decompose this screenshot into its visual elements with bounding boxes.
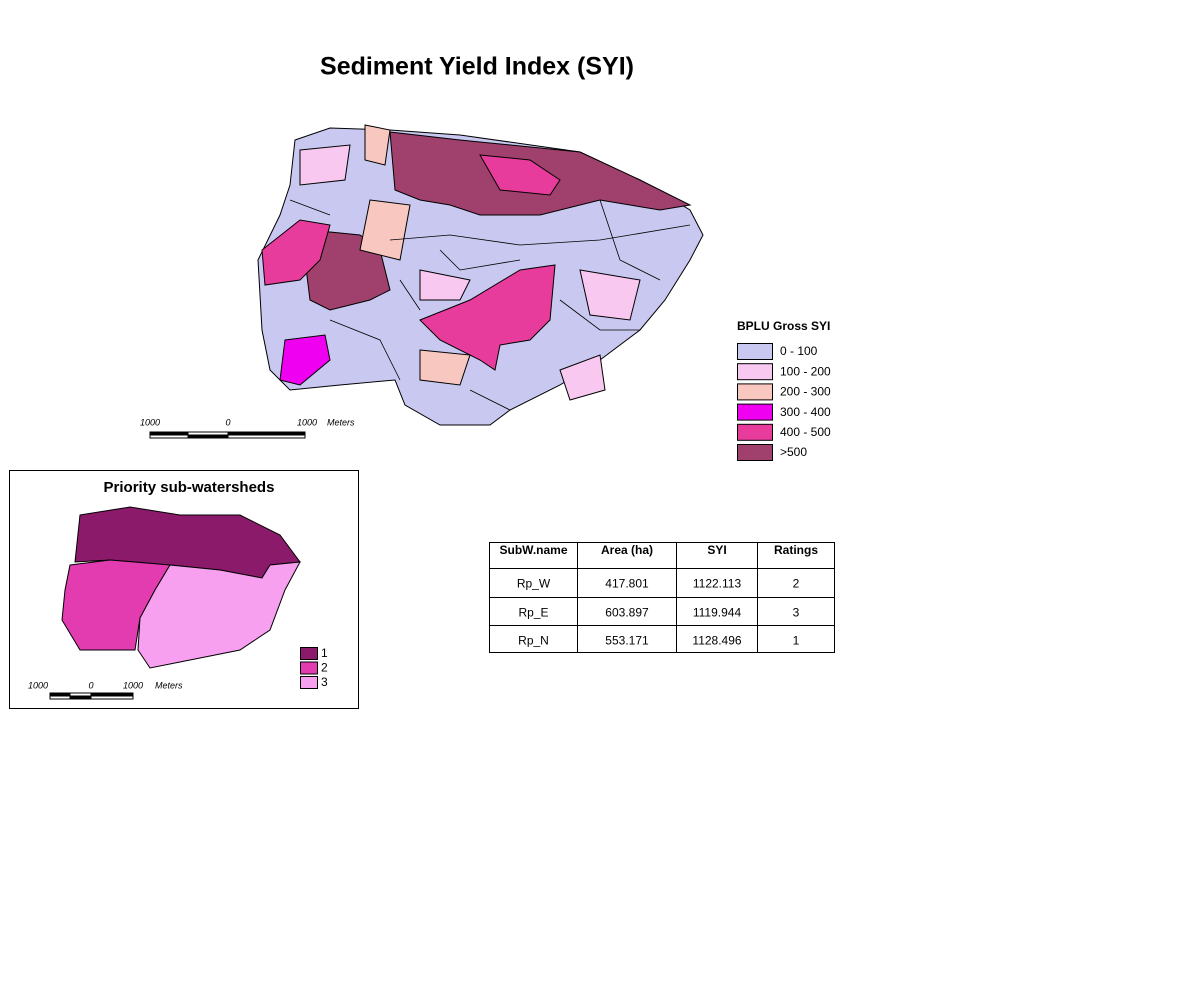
- scale-label: 1000: [123, 680, 143, 690]
- table-cell: 417.801: [605, 577, 649, 591]
- table-cell: 1122.113: [693, 577, 742, 591]
- table-header: Ratings: [774, 543, 818, 557]
- legend-label: 100 - 200: [780, 364, 831, 378]
- patch: [479, 154, 561, 196]
- legend-label: 300 - 400: [780, 405, 831, 419]
- scale-unit: Meters: [327, 417, 355, 427]
- patch: [559, 354, 606, 401]
- legend-swatch: [737, 403, 773, 421]
- table: SubW.name Area (ha) SYI Ratings Rp_W 417.801 1…: [489, 542, 835, 653]
- legend-swatch: [300, 647, 318, 660]
- patch: [279, 334, 331, 386]
- table-cell: 1: [793, 634, 800, 648]
- legend-swatch: [300, 676, 318, 689]
- patch: [364, 124, 391, 166]
- legend-label: 3: [321, 675, 328, 689]
- legend-label: 2: [321, 661, 328, 675]
- legend-swatch: [300, 661, 318, 675]
- table-cell: 1128.496: [692, 634, 741, 648]
- table-cell: 3: [793, 606, 800, 620]
- patch: [419, 269, 471, 301]
- table-header: SubW.name: [499, 543, 567, 557]
- legend-swatch: [737, 363, 773, 381]
- table-cell: 553.171: [605, 634, 649, 648]
- title: Sediment Yield Index (SYI): [320, 53, 634, 81]
- table-cell: Rp_W: [517, 577, 551, 591]
- scale-label: 1000: [140, 417, 160, 427]
- legend-label: 1: [321, 646, 328, 660]
- boundary-lines: [289, 199, 691, 411]
- main-map: 1000 0 1000 Meters: [140, 124, 704, 439]
- legend-label: 400 - 500: [780, 425, 831, 439]
- scale-label: 1000: [28, 680, 48, 690]
- table-cell: Rp_E: [518, 606, 548, 620]
- scale-unit: Meters: [155, 680, 183, 690]
- inset-title: Priority sub-watersheds: [104, 479, 275, 496]
- table-header: SYI: [707, 543, 726, 557]
- patch: [579, 269, 641, 321]
- legend-swatch: [737, 383, 773, 401]
- table-header: Area (ha): [601, 543, 653, 557]
- legend-swatch: [737, 444, 773, 461]
- sub-watershed: [61, 559, 171, 651]
- legend-label: 200 - 300: [780, 385, 831, 399]
- scale-label: 1000: [297, 417, 317, 427]
- scale-bar: [49, 692, 134, 700]
- patch: [419, 264, 556, 371]
- inset-map: Priority sub-watersheds 1000 0 1000 Mete…: [9, 470, 359, 709]
- table-cell: 2: [793, 577, 800, 591]
- scale-label: 0: [225, 417, 230, 427]
- legend-swatch: [737, 343, 773, 360]
- legend-label: >500: [780, 445, 807, 459]
- legend: BPLU Gross SYI 0 - 100 100 - 200 200 - 300…: [737, 319, 831, 461]
- table-cell: Rp_N: [518, 634, 549, 648]
- legend-title: BPLU Gross SYI: [737, 319, 830, 333]
- table-cell: 603.897: [605, 606, 649, 620]
- patch: [261, 219, 331, 286]
- legend-swatch: [737, 423, 773, 441]
- patch: [359, 199, 411, 261]
- scale-label: 0: [88, 680, 93, 690]
- sub-watershed: [137, 561, 301, 669]
- scale-bar: [149, 431, 306, 439]
- patch: [299, 144, 351, 186]
- legend-label: 0 - 100: [780, 344, 818, 358]
- patch: [419, 349, 471, 386]
- table-cell: 1119.944: [693, 606, 742, 620]
